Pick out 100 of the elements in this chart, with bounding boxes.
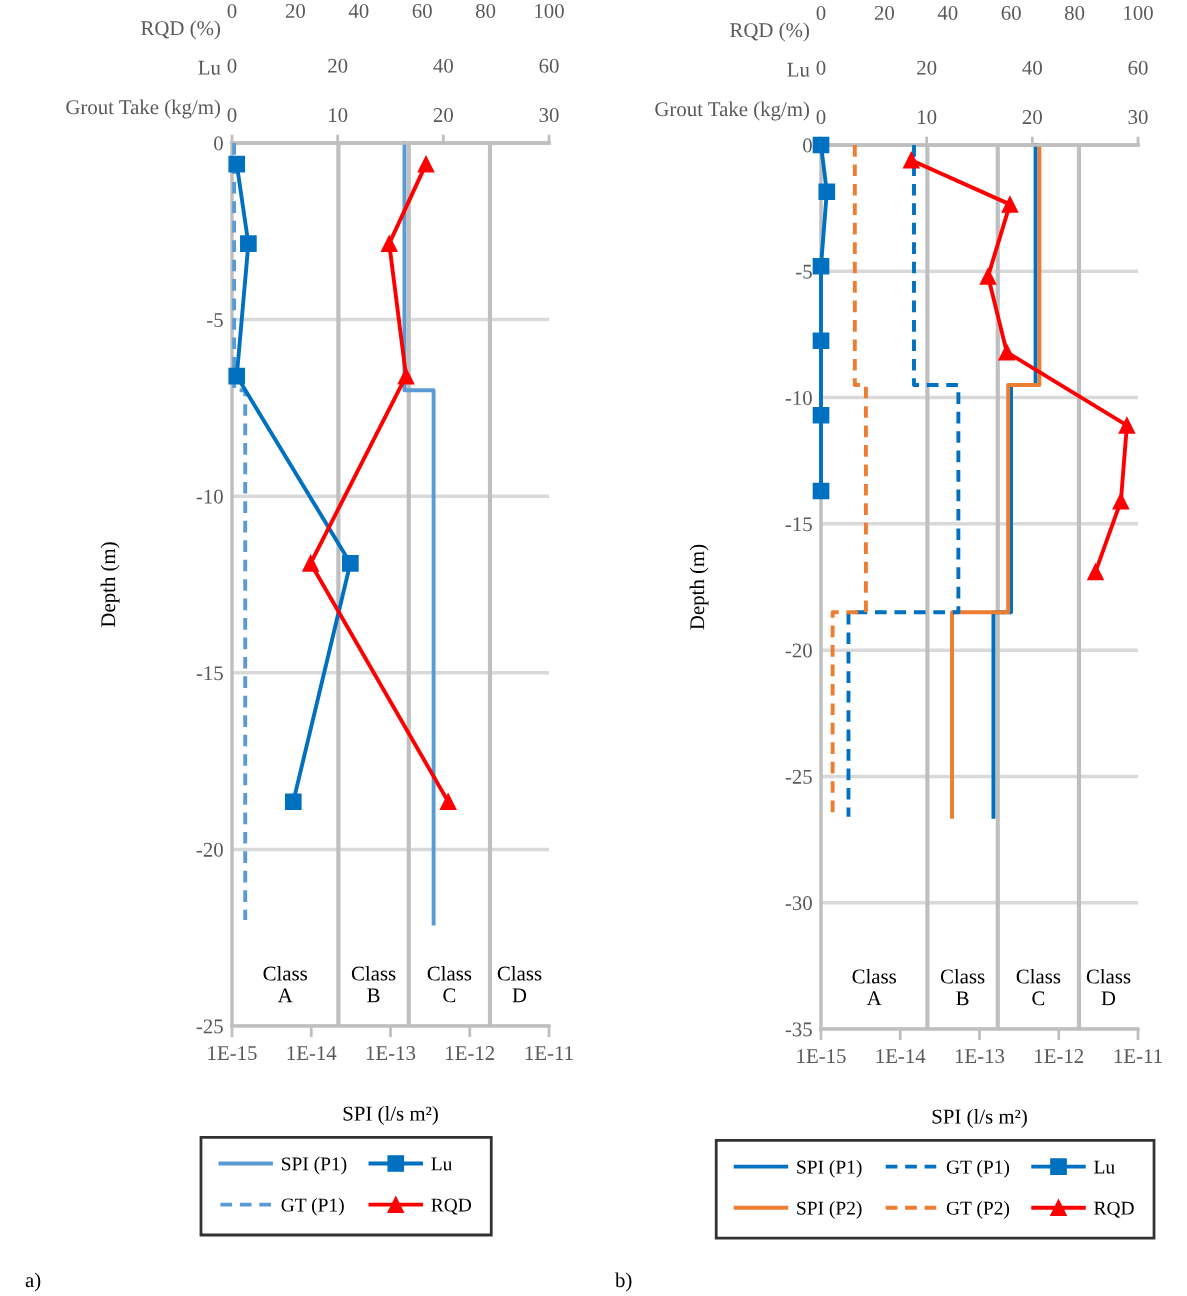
x2-tick-label: 30 bbox=[539, 108, 559, 123]
x-tick-label: 20 bbox=[874, 5, 895, 20]
y-tick-label: -25 bbox=[196, 1019, 223, 1034]
x2-tick-label: 0 bbox=[227, 108, 237, 123]
point bbox=[1087, 563, 1104, 581]
annotation: Class B bbox=[940, 968, 985, 1006]
x-tick-label: 60 bbox=[1128, 60, 1148, 75]
annotation: Class D bbox=[497, 965, 542, 1003]
point bbox=[397, 367, 415, 385]
x-tick-label: 1E-12 bbox=[446, 1046, 495, 1060]
y-tick-label: -10 bbox=[785, 390, 812, 405]
point bbox=[342, 554, 359, 572]
x2-tick-label: 20 bbox=[433, 108, 453, 123]
x-axis-title: SPI (l/s m²) bbox=[343, 1106, 438, 1125]
y-axis-title: Depth (m) bbox=[689, 544, 709, 630]
y-tick-label: -30 bbox=[785, 896, 812, 911]
x-tick-label: 0 bbox=[227, 58, 237, 73]
point bbox=[1118, 417, 1136, 434]
text: b) bbox=[615, 1272, 632, 1292]
legend-label: GT (P1) bbox=[281, 1197, 344, 1216]
point bbox=[818, 183, 836, 201]
point bbox=[240, 235, 257, 252]
legend-label: SPI (P1) bbox=[282, 1156, 347, 1175]
point bbox=[1001, 196, 1019, 213]
x-tick-label: 100 bbox=[535, 3, 564, 18]
x-axis-title: Lu bbox=[198, 60, 221, 75]
x-tick-label: 60 bbox=[1001, 5, 1021, 20]
x-tick-label: 20 bbox=[285, 3, 306, 18]
y-tick-label: -5 bbox=[796, 264, 812, 279]
x-tick-label: 1E-13 bbox=[366, 1046, 416, 1061]
point bbox=[998, 343, 1016, 361]
point bbox=[380, 235, 398, 252]
x-tick-label: 40 bbox=[433, 58, 453, 73]
legend-label: GT (P2) bbox=[946, 1201, 1010, 1219]
legend-label: SPI (P1) bbox=[797, 1159, 862, 1178]
point bbox=[812, 136, 830, 154]
y-axis-title: Depth (m) bbox=[100, 542, 120, 627]
x-tick-label: 1E-15 bbox=[208, 1046, 257, 1061]
x-tick-label: 0 bbox=[816, 60, 826, 75]
x2-tick-label: 30 bbox=[1128, 110, 1148, 125]
point bbox=[812, 257, 830, 275]
x-tick-label: 1E-14 bbox=[876, 1049, 926, 1063]
x-axis-title: SPI (l/s m²) bbox=[932, 1109, 1027, 1128]
point bbox=[228, 367, 246, 385]
x-tick-label: 80 bbox=[1064, 5, 1085, 20]
x-axis-title: RQD (%) bbox=[141, 20, 220, 40]
point bbox=[903, 151, 920, 169]
x-tick-label: 20 bbox=[328, 58, 348, 73]
legend-label: Lu bbox=[1094, 1160, 1115, 1174]
y-tick-label: -35 bbox=[785, 1022, 812, 1037]
point bbox=[417, 155, 435, 173]
x-tick-label: 40 bbox=[1022, 60, 1042, 75]
x2-tick-label: 0 bbox=[816, 110, 826, 125]
x-axis-title: Lu bbox=[787, 62, 810, 77]
annotation: Class D bbox=[1086, 968, 1131, 1006]
x-tick-label: 40 bbox=[348, 3, 369, 18]
legend-label: GT (P1) bbox=[946, 1159, 1010, 1178]
y-tick-label: 0 bbox=[803, 138, 812, 153]
point bbox=[812, 406, 830, 424]
point bbox=[812, 332, 830, 350]
y-tick-label: 0 bbox=[214, 136, 223, 151]
x-tick-label: 40 bbox=[937, 5, 958, 20]
x-tick-label: 1E-13 bbox=[955, 1049, 1005, 1064]
legend-label: Lu bbox=[431, 1157, 453, 1171]
legend-label: RQD bbox=[431, 1198, 472, 1215]
annotation: Class C bbox=[1016, 968, 1061, 1006]
point bbox=[302, 554, 319, 572]
y-tick-label: -15 bbox=[196, 666, 223, 681]
x-tick-label: 20 bbox=[917, 60, 937, 75]
point bbox=[1112, 492, 1130, 510]
annotation: Class A bbox=[852, 968, 897, 1006]
x-tick-label: 0 bbox=[816, 5, 826, 20]
legend-label: SPI (P2) bbox=[797, 1201, 862, 1219]
point bbox=[284, 793, 302, 811]
x2-axis-title: Grout Take (kg/m) bbox=[655, 101, 809, 121]
x-tick-label: 1E-12 bbox=[1035, 1049, 1084, 1063]
y-tick-label: -5 bbox=[207, 313, 223, 328]
x-axis-title: RQD (%) bbox=[730, 22, 809, 42]
annotation: Class C bbox=[427, 965, 472, 1003]
x-tick-label: 1E-11 bbox=[1114, 1049, 1162, 1063]
x-tick-label: 80 bbox=[475, 3, 496, 18]
annotation: Class A bbox=[263, 965, 308, 1003]
point bbox=[228, 155, 246, 173]
point bbox=[979, 268, 997, 285]
x-tick-label: 60 bbox=[412, 3, 432, 18]
y-tick-label: -15 bbox=[785, 517, 812, 532]
legend-label: RQD bbox=[1094, 1201, 1134, 1218]
x-tick-label: 1E-11 bbox=[525, 1046, 573, 1060]
x-tick-label: 60 bbox=[539, 58, 559, 73]
x-tick-label: 1E-15 bbox=[797, 1049, 846, 1064]
y-tick-label: -20 bbox=[785, 643, 812, 658]
point bbox=[812, 482, 830, 500]
y-tick-label: -20 bbox=[196, 842, 223, 857]
y-tick-label: -25 bbox=[785, 769, 812, 784]
point bbox=[439, 793, 457, 811]
x2-tick-label: 10 bbox=[918, 110, 937, 125]
x2-axis-title: Grout Take (kg/m) bbox=[66, 99, 220, 119]
x-tick-label: 100 bbox=[1124, 5, 1153, 20]
y-tick-label: -10 bbox=[196, 489, 223, 504]
annotation: Class B bbox=[351, 965, 396, 1003]
